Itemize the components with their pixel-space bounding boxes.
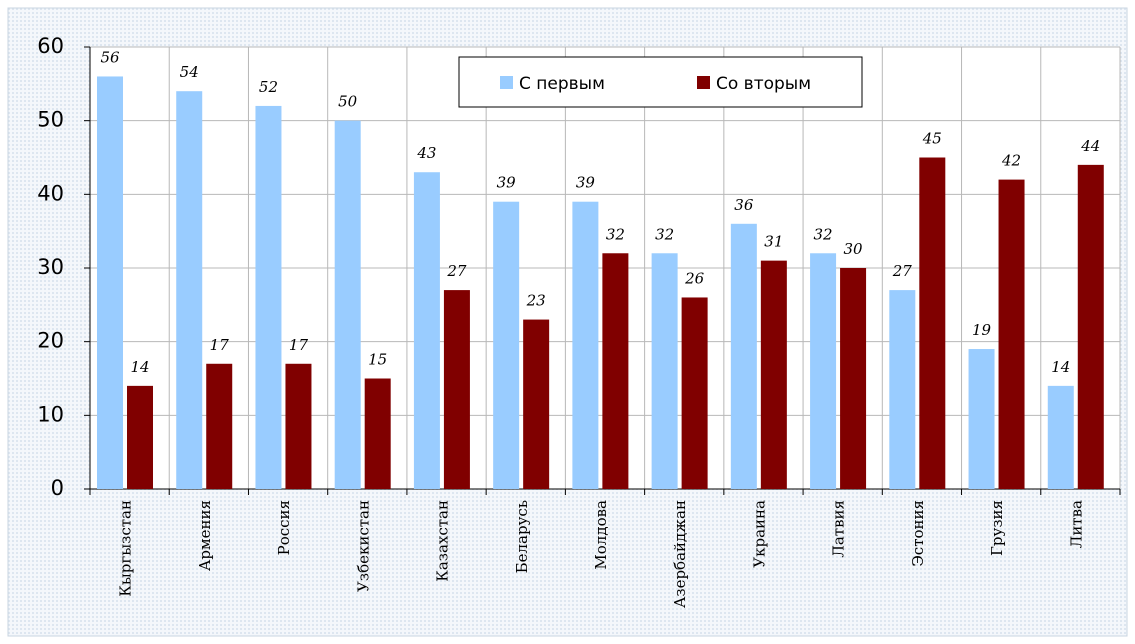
bar bbox=[919, 157, 946, 489]
value-label: 30 bbox=[844, 240, 864, 258]
value-label: 52 bbox=[259, 78, 278, 96]
x-tick-label: Литва bbox=[1067, 500, 1085, 548]
value-label: 44 bbox=[1080, 137, 1100, 155]
value-label: 15 bbox=[368, 351, 387, 369]
value-label: 32 bbox=[814, 225, 833, 243]
value-label: 14 bbox=[1051, 358, 1070, 376]
x-tick-label: Азербайджан bbox=[671, 500, 689, 608]
bar bbox=[810, 253, 837, 489]
x-tick-label: Беларусь bbox=[513, 500, 531, 573]
value-label: 23 bbox=[526, 292, 546, 310]
value-label: 42 bbox=[1001, 152, 1021, 170]
bar bbox=[364, 378, 391, 489]
x-tick-label: Россия bbox=[275, 500, 293, 555]
bar bbox=[730, 223, 757, 490]
value-label: 27 bbox=[446, 262, 467, 280]
y-tick-label: 30 bbox=[37, 255, 64, 279]
value-label: 56 bbox=[100, 48, 120, 66]
x-tick-label: Кыргызстан bbox=[117, 500, 135, 597]
bar bbox=[523, 319, 550, 489]
legend-swatch bbox=[500, 76, 513, 89]
x-tick-label: Украина bbox=[750, 500, 768, 568]
bar bbox=[572, 201, 599, 489]
bar bbox=[1047, 385, 1074, 489]
x-tick-label: Грузия bbox=[988, 500, 1006, 556]
legend-label: С первым bbox=[519, 74, 605, 94]
bar bbox=[413, 172, 440, 489]
legend-box bbox=[458, 56, 863, 108]
value-label: 50 bbox=[338, 93, 358, 111]
y-tick-label: 40 bbox=[37, 181, 64, 205]
bar bbox=[334, 120, 361, 490]
bar bbox=[760, 260, 787, 489]
value-label: 19 bbox=[972, 321, 992, 339]
x-tick-label: Молдова bbox=[592, 500, 610, 570]
x-tick-label: Узбекистан bbox=[354, 500, 372, 592]
bar bbox=[443, 290, 470, 489]
value-label: 26 bbox=[684, 269, 705, 287]
legend-label: Со вторым bbox=[716, 74, 811, 94]
bar bbox=[285, 363, 312, 489]
value-label: 45 bbox=[922, 130, 942, 148]
value-label: 36 bbox=[734, 196, 754, 214]
value-label: 17 bbox=[289, 336, 309, 354]
value-label: 31 bbox=[764, 233, 783, 251]
bar bbox=[176, 91, 203, 489]
value-label: 39 bbox=[497, 174, 517, 192]
legend-swatch bbox=[697, 76, 710, 89]
y-tick-label: 0 bbox=[51, 476, 64, 500]
bar bbox=[681, 297, 708, 489]
bar bbox=[493, 201, 520, 489]
bar bbox=[651, 253, 678, 489]
value-label: 14 bbox=[130, 358, 149, 376]
bar bbox=[255, 105, 282, 489]
value-label: 32 bbox=[606, 225, 625, 243]
bar bbox=[206, 363, 233, 489]
x-tick-label: Латвия bbox=[830, 500, 848, 558]
bar bbox=[968, 349, 995, 489]
bar bbox=[602, 253, 629, 489]
value-label: 39 bbox=[576, 174, 596, 192]
bar bbox=[889, 290, 916, 489]
value-label: 27 bbox=[892, 262, 913, 280]
bar bbox=[97, 76, 123, 489]
bar bbox=[840, 268, 867, 489]
y-tick-label: 50 bbox=[37, 108, 64, 132]
bar bbox=[1077, 164, 1104, 489]
y-tick-label: 60 bbox=[37, 34, 64, 58]
x-tick-label: Казахстан bbox=[434, 500, 452, 582]
x-tick-label: Эстония bbox=[909, 500, 927, 567]
value-label: 43 bbox=[416, 144, 436, 162]
bar bbox=[127, 385, 153, 489]
y-tick-label: 10 bbox=[37, 402, 64, 426]
value-label: 17 bbox=[210, 336, 230, 354]
y-tick-label: 20 bbox=[37, 329, 64, 353]
value-label: 32 bbox=[655, 225, 674, 243]
bar bbox=[998, 179, 1025, 489]
x-tick-label: Армения bbox=[196, 500, 214, 571]
value-label: 54 bbox=[180, 63, 199, 81]
